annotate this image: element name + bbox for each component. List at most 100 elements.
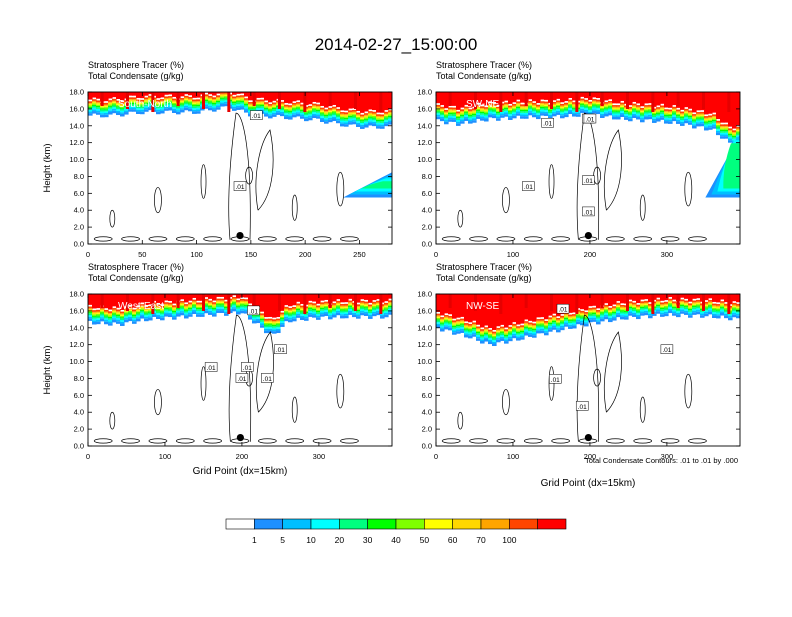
tracer-cell <box>448 109 453 111</box>
tracer-cell <box>608 294 613 307</box>
tracer-cell <box>596 320 601 322</box>
tracer-cell <box>592 315 597 318</box>
tracer-cell <box>372 294 377 301</box>
tracer-cell <box>244 100 249 102</box>
tracer-cell <box>180 306 185 308</box>
tracer-cell <box>372 115 377 118</box>
tracer-cell <box>272 321 277 323</box>
tracer-cell <box>644 116 649 120</box>
tracer-cell <box>608 111 613 113</box>
tracer-cell <box>132 309 137 312</box>
tracer-cell <box>280 324 285 327</box>
tracer-cell <box>324 117 329 120</box>
tracer-cell <box>452 109 457 111</box>
tracer-cell <box>268 105 273 107</box>
tracer-cell <box>104 315 109 317</box>
tracer-cell <box>648 104 653 107</box>
tracer-cell <box>136 103 141 104</box>
tracer-cell <box>112 103 117 105</box>
tracer-cell <box>196 107 201 110</box>
tracer-cell <box>440 118 445 122</box>
tracer-cell <box>504 109 509 111</box>
y-tick-label: 12.0 <box>69 340 84 349</box>
tracer-cell <box>284 104 289 107</box>
tracer-cell <box>652 115 657 118</box>
tracer-cell <box>116 314 121 317</box>
tracer-cell <box>548 327 553 330</box>
tracer-cell <box>572 318 577 320</box>
contour-label-box <box>522 181 535 191</box>
tracer-cell <box>644 105 649 107</box>
tracer-cell <box>656 303 661 305</box>
tracer-cell <box>548 324 553 326</box>
tracer-cell <box>120 314 125 316</box>
tracer-cell <box>468 117 473 120</box>
tracer-cell <box>688 114 693 116</box>
tracer-cell <box>560 110 565 113</box>
tracer-cell <box>96 105 101 108</box>
tracer-cell <box>552 322 557 324</box>
tracer-cell <box>540 105 545 107</box>
tracer-cell <box>524 324 529 326</box>
tracer-cell <box>660 294 665 301</box>
tracer-cell <box>136 92 141 98</box>
y-tick-label: 2.0 <box>74 425 84 434</box>
tracer-cell <box>560 320 565 322</box>
tracer-cell <box>436 106 441 108</box>
tracer-cell <box>88 312 93 314</box>
tracer-cell <box>308 108 313 110</box>
tracer-cell <box>180 303 185 305</box>
tracer-cell <box>340 304 345 306</box>
tracer-cell <box>704 127 709 131</box>
tracer-cell <box>364 310 369 312</box>
tracer-cell <box>440 327 445 329</box>
tracer-cell <box>364 115 369 117</box>
tracer-cell <box>524 111 529 113</box>
tracer-cell <box>224 305 229 307</box>
tracer-cell <box>676 312 681 315</box>
tracer-cell <box>292 113 297 115</box>
tracer-cell <box>188 304 193 306</box>
tracer-cell <box>116 321 121 324</box>
contour-label-box <box>250 110 263 120</box>
tracer-cell <box>252 314 257 316</box>
tracer-cell <box>380 116 385 118</box>
tracer-cell <box>120 110 125 113</box>
tracer-cell <box>168 92 173 95</box>
tracer-cell <box>308 310 313 313</box>
tracer-cell <box>212 99 217 101</box>
tracer-cell <box>224 303 229 305</box>
tracer-cell <box>212 303 217 305</box>
tracer-cell <box>556 323 561 325</box>
y-tick-label: 4.0 <box>74 408 84 417</box>
tracer-cell <box>132 321 137 324</box>
tracer-cell <box>452 320 457 323</box>
tracer-cell <box>692 92 697 113</box>
tracer-cell <box>664 110 669 112</box>
tracer-cell <box>528 100 533 103</box>
plot-frame <box>435 293 741 447</box>
tracer-cell <box>144 97 149 100</box>
tracer-cell <box>552 104 557 106</box>
tracer-cell <box>104 321 109 325</box>
x-tick-label: 200 <box>584 250 597 259</box>
tracer-cell <box>672 113 677 116</box>
tracer-cell <box>556 326 561 329</box>
tracer-cell <box>724 134 729 137</box>
tracer-cell <box>360 294 365 300</box>
tracer-cell <box>544 294 549 320</box>
tracer-cell <box>172 309 177 311</box>
contour-label-box <box>575 401 589 411</box>
tracer-cell <box>488 106 493 108</box>
tracer-cell <box>192 99 197 102</box>
tracer-cell <box>524 109 529 112</box>
tracer-cell <box>196 109 201 112</box>
tracer-cell <box>312 105 317 107</box>
tracer-cell <box>124 314 129 317</box>
tracer-streak <box>100 294 104 308</box>
tracer-cell <box>308 306 313 309</box>
tracer-cell <box>580 312 585 314</box>
tracer-cell <box>144 100 149 102</box>
tracer-cell <box>384 309 389 312</box>
tracer-cell <box>604 313 609 316</box>
